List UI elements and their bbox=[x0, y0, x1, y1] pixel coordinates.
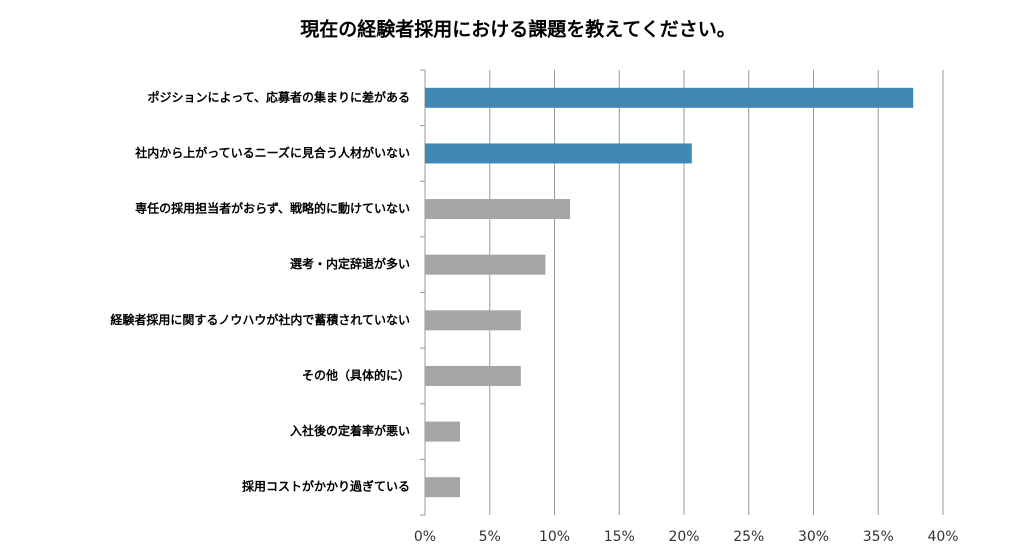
x-tick-label: 5% bbox=[479, 529, 501, 545]
category-label: 社内から上がっているニーズに見合う人材がいない bbox=[134, 145, 410, 160]
x-tick-label: 20% bbox=[668, 529, 699, 545]
chart-title: 現在の経験者採用における課題を教えてください。 bbox=[300, 18, 735, 41]
bar bbox=[425, 87, 914, 108]
x-tick-label: 35% bbox=[863, 529, 894, 545]
bar bbox=[425, 310, 521, 331]
x-tick-label: 40% bbox=[927, 529, 958, 545]
x-tick-label: 30% bbox=[798, 529, 829, 545]
category-label: 選考・内定辞退が多い bbox=[290, 256, 410, 271]
x-tick-label: 25% bbox=[733, 529, 764, 545]
bar bbox=[425, 365, 521, 386]
x-tick-label: 0% bbox=[414, 529, 436, 545]
bar bbox=[425, 143, 692, 164]
bar bbox=[425, 199, 571, 220]
category-label: その他（具体的に） bbox=[302, 367, 410, 382]
category-label: ポジションによって、応募者の集まりに差がある bbox=[148, 89, 410, 104]
bar bbox=[425, 477, 460, 498]
category-label: 採用コストがかかり過ぎている bbox=[242, 479, 410, 494]
category-label: 専任の採用担当者がおらず、戦略的に動けていない bbox=[135, 201, 410, 216]
bar bbox=[425, 421, 460, 442]
bar bbox=[425, 254, 546, 275]
category-label: 経験者採用に関するノウハウが社内で蓄積されていない bbox=[110, 312, 410, 327]
category-label: 入社後の定着率が悪い bbox=[290, 423, 410, 438]
x-tick-label: 15% bbox=[604, 529, 635, 545]
x-tick-label: 10% bbox=[539, 529, 570, 545]
